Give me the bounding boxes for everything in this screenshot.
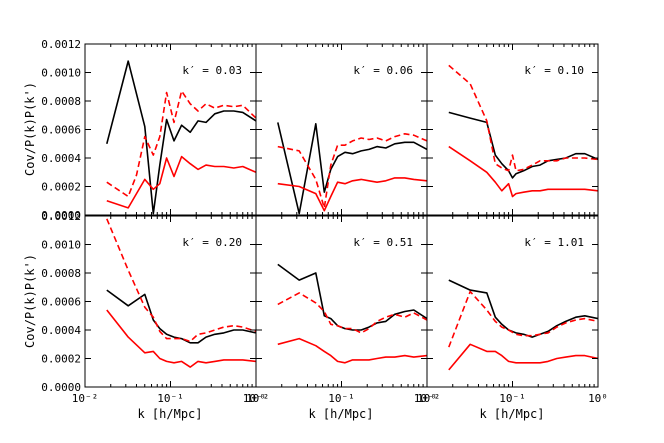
panel-4: 0.0000 0.0002 0.0004 0.0006 0.0008 0.0010 0.00…	[41, 210, 266, 405]
y-tick-label: 0.0008	[41, 95, 81, 108]
y-axis-label-top: Cov/P(k)P(k')	[23, 82, 37, 176]
y-tick-label: 0.0006	[41, 124, 81, 137]
panel-label: k′ = 0.10	[524, 64, 584, 77]
x-tick-label: 10⁻¹	[157, 392, 184, 405]
series-line-red-solid	[448, 343, 598, 371]
y-tick-label: 0.0006	[41, 296, 81, 309]
x-axis-label-2: k [h/Mpc]	[308, 407, 373, 421]
panel-label: k′ = 0.06	[353, 64, 413, 77]
panel-series-group	[277, 263, 427, 364]
x-axis-label-1: k [h/Mpc]	[137, 407, 202, 421]
x-tick-label: 10⁻²	[414, 392, 441, 405]
series-line-black	[106, 60, 256, 215]
x-tick-label: 10⁻¹	[328, 392, 355, 405]
series-line-black	[448, 279, 598, 338]
y-tick-label: 0.0004	[41, 152, 81, 165]
panel-label: k′ = 0.20	[182, 236, 242, 249]
panel-label: k′ = 1.01	[524, 236, 584, 249]
series-line-black	[448, 111, 598, 179]
series-line-red-dashed	[448, 290, 598, 348]
series-line-red-solid	[106, 309, 256, 368]
x-tick-label: 10⁰	[417, 392, 437, 405]
x-axis-label-3: k [h/Mpc]	[479, 407, 544, 421]
panel-1: 0.0000 0.0002 0.0004 0.0006 0.0008 0.0010 0.00…	[41, 38, 257, 222]
panel-2: k′ = 0.06	[255, 43, 428, 216]
series-line-red-solid	[106, 155, 256, 209]
panels-group: 0.0000 0.0002 0.0004 0.0006 0.0008 0.0010 0.00…	[41, 38, 608, 405]
y-tick-label: 0.0002	[41, 181, 81, 194]
y-tick-label: 0.0012	[41, 210, 81, 223]
y-tick-label: 0.0002	[41, 353, 81, 366]
series-line-red-dashed	[448, 64, 598, 172]
series-line-red-dashed	[106, 90, 256, 198]
y-tick-label: 0.0010	[41, 239, 81, 252]
y-axis-label-bottom: Cov/P(k)P(k')	[23, 254, 37, 348]
y-tick-label: 0.0012	[41, 38, 81, 51]
panel-series-group	[277, 122, 427, 215]
series-line-black	[106, 289, 256, 344]
y-tick-label: 0.0000	[41, 381, 81, 394]
panel-6: 10⁻² 10⁻¹ 10⁰ k′ = 1.01	[414, 215, 608, 405]
panel-label: k′ = 0.03	[182, 64, 242, 77]
panel-series-group	[448, 279, 598, 371]
series-line-red-dashed	[277, 133, 427, 209]
x-tick-label: 10⁰	[246, 392, 266, 405]
series-line-black	[277, 122, 427, 215]
series-line-red-solid	[448, 145, 598, 198]
panel-label: k′ = 0.51	[353, 236, 413, 249]
series-line-red-solid	[277, 337, 427, 364]
x-tick-label: 10⁻¹	[499, 392, 526, 405]
y-tick-label: 0.0004	[41, 324, 81, 337]
panel-series-group	[448, 64, 598, 198]
series-line-red-dashed	[277, 292, 427, 334]
y-tick-label: 0.0008	[41, 267, 81, 280]
panel-series-group	[106, 60, 256, 215]
y-tick-label: 0.0010	[41, 67, 81, 80]
panel-5: 10⁻² 10⁻¹ 10⁰ k′ = 0.51	[243, 215, 437, 405]
series-line-red-solid	[277, 177, 427, 212]
series-line-black	[277, 263, 427, 331]
panel-3: k′ = 0.10	[426, 43, 599, 216]
series-line-red-dashed	[106, 218, 256, 343]
y-tick-label: 0.0000	[41, 209, 81, 222]
x-tick-label: 10⁰	[588, 392, 608, 405]
x-tick-label: 10⁻²	[243, 392, 270, 405]
panel-series-group	[106, 218, 256, 368]
x-tick-label: 10⁻²	[72, 392, 99, 405]
